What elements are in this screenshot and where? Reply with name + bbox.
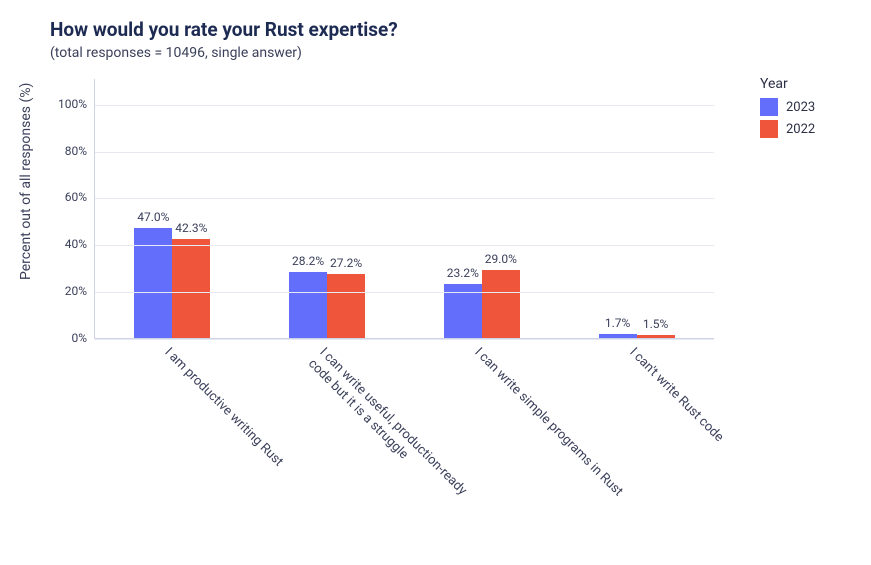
chart-subtitle: (total responses = 10496, single answer) <box>50 45 871 61</box>
plot-area: 47.0%42.3%28.2%27.2%23.2%29.0%1.7%1.5% 0… <box>94 79 871 499</box>
grid-line <box>95 152 714 153</box>
legend-label: 2022 <box>786 122 815 137</box>
plot: 47.0%42.3%28.2%27.2%23.2%29.0%1.7%1.5% 0… <box>94 79 714 339</box>
x-label-cell: I am productive writing Rust <box>94 339 249 499</box>
bar-group: 1.7%1.5% <box>559 79 714 338</box>
bar: 28.2% <box>289 272 327 338</box>
bar-value-label: 23.2% <box>447 266 479 284</box>
bar-value-label: 29.0% <box>485 252 517 270</box>
bar: 27.2% <box>327 274 365 338</box>
x-label-cell: I can write useful, production-ready cod… <box>249 339 404 499</box>
y-axis-label: Percent out of all responses (%) <box>18 83 34 280</box>
chart-title: How would you rate your Rust expertise? <box>50 18 871 41</box>
y-tick-label: 80% <box>65 144 95 158</box>
y-tick-label: 0% <box>71 331 95 345</box>
bar-value-label: 47.0% <box>137 210 169 228</box>
bar-group: 23.2%29.0% <box>405 79 560 338</box>
y-tick-label: 40% <box>65 237 95 251</box>
bar: 42.3% <box>172 239 210 338</box>
y-tick-label: 60% <box>65 190 95 204</box>
y-tick-label: 100% <box>58 97 95 111</box>
legend-label: 2023 <box>786 100 815 115</box>
bar-group: 47.0%42.3% <box>95 79 250 338</box>
x-label-cell: I can write simple programs in Rust <box>404 339 559 499</box>
legend-item[interactable]: 2023 <box>760 98 815 116</box>
grid-line <box>95 292 714 293</box>
legend-swatch <box>760 98 778 116</box>
bar-value-label: 27.2% <box>330 256 362 274</box>
bar-value-label: 1.5% <box>643 317 668 335</box>
bar-value-label: 28.2% <box>292 254 324 272</box>
bar-value-label: 42.3% <box>175 221 207 239</box>
y-tick-label: 20% <box>65 284 95 298</box>
bar: 1.5% <box>637 335 675 339</box>
x-label-cell: I can't write Rust code <box>559 339 714 499</box>
bar-value-label: 1.7% <box>605 316 630 334</box>
bar-groups: 47.0%42.3%28.2%27.2%23.2%29.0%1.7%1.5% <box>95 79 714 338</box>
legend-item[interactable]: 2022 <box>760 120 815 138</box>
x-axis-label: I can't write Rust code <box>625 345 792 512</box>
grid-line <box>95 245 714 246</box>
legend-title: Year <box>760 76 815 92</box>
legend: Year 2023 2022 <box>760 76 815 142</box>
x-axis-labels: I am productive writing RustI can write … <box>94 339 714 499</box>
grid-line <box>95 105 714 106</box>
bar: 1.7% <box>599 334 637 338</box>
bar-group: 28.2%27.2% <box>250 79 405 338</box>
bar: 29.0% <box>482 270 520 338</box>
legend-swatch <box>760 120 778 138</box>
chart-container: How would you rate your Rust expertise? … <box>0 0 871 565</box>
grid-line <box>95 198 714 199</box>
